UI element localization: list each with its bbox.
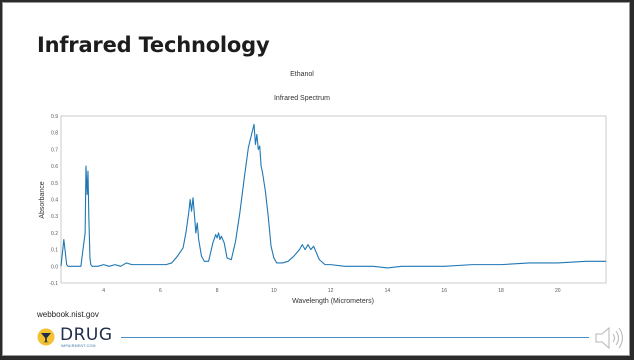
x-tick-label: 4 bbox=[102, 288, 105, 294]
x-axis-label: Wavelength (Micrometers) bbox=[292, 298, 374, 305]
slide-title: Infrared Technology bbox=[37, 33, 270, 57]
x-tick-label: 6 bbox=[159, 288, 162, 294]
y-tick-label: 0.4 bbox=[51, 198, 58, 204]
plot-frame bbox=[60, 115, 607, 284]
spectrum-line bbox=[60, 123, 606, 269]
y-tick-label: 0.5 bbox=[51, 181, 58, 187]
spectrum-chart: Ethanol Infrared Spectrum -0.1 0.0 0.1 0.2 0… bbox=[39, 71, 607, 305]
speaker-icon[interactable] bbox=[593, 323, 627, 353]
x-tick-label: 14 bbox=[385, 288, 391, 294]
y-tick-label: 0.3 bbox=[51, 214, 58, 220]
x-tick-label: 10 bbox=[271, 288, 277, 294]
chart-subtitle: Infrared Spectrum bbox=[274, 95, 330, 102]
brand-logo: DRUG IMPAIRMENT.COM bbox=[37, 325, 117, 351]
x-tick-label: 20 bbox=[555, 288, 561, 294]
y-tick-label: 0.2 bbox=[51, 231, 58, 237]
y-tick-label: 0.6 bbox=[51, 164, 58, 170]
y-axis-ticks: -0.1 0.0 0.1 0.2 0.3 0.4 0.5 0.6 0.7 0.8 0.9 bbox=[49, 114, 58, 287]
y-axis-label: Absorbance bbox=[39, 181, 46, 218]
y-tick-label: 0.1 bbox=[51, 248, 58, 254]
y-tick-label: 0.7 bbox=[51, 147, 58, 153]
y-tick-label: 0.9 bbox=[51, 114, 58, 120]
y-tick-label: 0.8 bbox=[51, 131, 58, 137]
footer-divider bbox=[121, 337, 589, 338]
y-tick-label: 0.0 bbox=[51, 264, 58, 270]
source-text: webbook.nist.gov bbox=[37, 310, 99, 319]
x-axis-ticks: 4 6 8 10 12 14 16 18 20 bbox=[102, 288, 561, 294]
x-tick-label: 16 bbox=[441, 288, 447, 294]
cocktail-glass-icon bbox=[37, 328, 55, 346]
x-tick-label: 18 bbox=[498, 288, 504, 294]
x-tick-label: 12 bbox=[328, 288, 334, 294]
y-tick-label: -0.1 bbox=[49, 281, 58, 287]
chart-title: Ethanol bbox=[290, 71, 314, 78]
logo-subtext: IMPAIRMENT.COM bbox=[61, 344, 96, 348]
slide: Infrared Technology Ethanol Infrared Spe… bbox=[2, 2, 630, 356]
x-tick-label: 8 bbox=[216, 288, 219, 294]
logo-word: DRUG bbox=[60, 325, 113, 345]
